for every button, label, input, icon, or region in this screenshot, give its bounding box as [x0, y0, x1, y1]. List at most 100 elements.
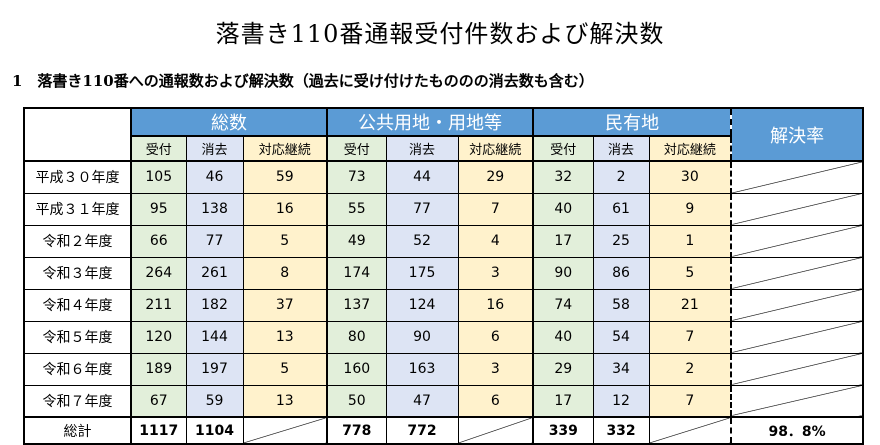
public-received: 49 — [326, 224, 387, 258]
total-ongoing: 13 — [242, 384, 329, 418]
rate-empty-cell — [730, 320, 865, 354]
row-label: 令和４年度 — [23, 288, 132, 322]
public-received: 80 — [326, 320, 387, 354]
public-received: 160 — [326, 352, 387, 386]
total-received: 95 — [130, 192, 187, 226]
private-ongoing: 7 — [648, 384, 732, 418]
private-total-erased: 332 — [592, 416, 650, 445]
row-label: 令和６年度 — [23, 352, 132, 386]
table-row: 令和２年度 66 77 5 49 52 4 17 25 1 — [23, 224, 865, 258]
row-label: 平成３０年度 — [23, 160, 132, 194]
public-ongoing: 3 — [457, 256, 535, 290]
private-ongoing: 21 — [648, 288, 732, 322]
page-title: 落書き110番通報受付件数および解決数 — [215, 20, 665, 48]
rate-empty-cell — [730, 256, 865, 290]
private-erased: 86 — [592, 256, 650, 290]
public-ongoing: 4 — [457, 224, 535, 258]
public-received: 73 — [326, 160, 387, 194]
total-erased: 46 — [185, 160, 244, 194]
total-ongoing: 5 — [242, 224, 329, 258]
public-ongoing: 7 — [457, 192, 535, 226]
row-label: 令和７年度 — [23, 384, 132, 418]
rate-empty-cell — [730, 352, 865, 386]
rate-empty-cell — [730, 192, 865, 226]
private-ongoing: 30 — [648, 160, 732, 194]
public-ongoing: 29 — [457, 160, 535, 194]
row-label: 令和３年度 — [23, 256, 132, 290]
private-received: 74 — [532, 288, 594, 322]
row-label: 令和５年度 — [23, 320, 132, 354]
corner-cell — [23, 107, 132, 162]
col-header-ongoing: 対応継続 — [457, 135, 535, 162]
private-erased: 54 — [592, 320, 650, 354]
rate-empty-cell — [730, 288, 865, 322]
public-erased: 77 — [385, 192, 459, 226]
group-header-public: 公共用地・用地等 — [326, 107, 535, 137]
group-header-rate: 解決率 — [730, 107, 865, 162]
table-row: 令和４年度 211 182 37 137 124 16 74 58 21 — [23, 288, 865, 322]
total-received: 264 — [130, 256, 187, 290]
table-row: 令和７年度 67 59 13 50 47 6 17 12 7 — [23, 384, 865, 418]
table-row: 令和６年度 189 197 5 160 163 3 29 34 2 — [23, 352, 865, 386]
public-ongoing: 6 — [457, 384, 535, 418]
resolution-rate: 98．8% — [730, 416, 865, 445]
private-ongoing: 5 — [648, 256, 732, 290]
public-total-received: 778 — [326, 416, 387, 445]
private-erased: 2 — [592, 160, 650, 194]
public-received: 137 — [326, 288, 387, 322]
col-header-received: 受付 — [532, 135, 594, 162]
public-erased: 52 — [385, 224, 459, 258]
col-header-erased: 消去 — [592, 135, 650, 162]
rate-empty-cell — [730, 160, 865, 194]
col-header-ongoing: 対応継続 — [648, 135, 732, 162]
total-erased: 261 — [185, 256, 244, 290]
total-ongoing: 37 — [242, 288, 329, 322]
total-received: 67 — [130, 384, 187, 418]
public-erased: 124 — [385, 288, 459, 322]
private-received: 29 — [532, 352, 594, 386]
public-erased: 163 — [385, 352, 459, 386]
table-row: 平成３０年度 105 46 59 73 44 29 32 2 30 — [23, 160, 865, 194]
total-received: 66 — [130, 224, 187, 258]
private-erased: 61 — [592, 192, 650, 226]
private-received: 90 — [532, 256, 594, 290]
public-erased: 90 — [385, 320, 459, 354]
total-row-label: 総計 — [23, 416, 132, 445]
private-erased: 58 — [592, 288, 650, 322]
total-erased: 77 — [185, 224, 244, 258]
total-received: 105 — [130, 160, 187, 194]
rate-empty-cell — [730, 224, 865, 258]
public-ongoing: 16 — [457, 288, 535, 322]
section-heading: 1 落書き110番への通報数および解決数（過去に受け付けたもののの消去数も含む） — [12, 72, 594, 90]
total-received: 211 — [130, 288, 187, 322]
public-received: 174 — [326, 256, 387, 290]
private-total-received: 339 — [532, 416, 594, 445]
total-erased: 138 — [185, 192, 244, 226]
total-row: 総計 1117 1104 778 772 339 332 98．8% — [23, 416, 865, 445]
table-row: 平成３１年度 95 138 16 55 77 7 40 61 9 — [23, 192, 865, 226]
report-table: 総数 公共用地・用地等 民有地 解決率 受付 消去 対応継続 受付 消去 対応継… — [23, 107, 865, 445]
group-header-private: 民有地 — [532, 107, 732, 137]
grand-total-received: 1117 — [130, 416, 187, 445]
private-received: 17 — [532, 224, 594, 258]
col-header-erased: 消去 — [185, 135, 244, 162]
public-ongoing: 6 — [457, 320, 535, 354]
public-received: 50 — [326, 384, 387, 418]
private-ongoing: 1 — [648, 224, 732, 258]
row-label: 平成３１年度 — [23, 192, 132, 226]
col-header-received: 受付 — [326, 135, 387, 162]
total-ongoing: 13 — [242, 320, 329, 354]
private-received: 32 — [532, 160, 594, 194]
group-header-total: 総数 — [130, 107, 329, 137]
total-ongoing: 8 — [242, 256, 329, 290]
total-erased: 59 — [185, 384, 244, 418]
public-erased: 47 — [385, 384, 459, 418]
private-ongoing: 7 — [648, 320, 732, 354]
public-received: 55 — [326, 192, 387, 226]
empty-cell — [242, 416, 329, 445]
empty-cell — [648, 416, 732, 445]
total-ongoing: 5 — [242, 352, 329, 386]
private-received: 40 — [532, 192, 594, 226]
total-ongoing: 16 — [242, 192, 329, 226]
total-erased: 144 — [185, 320, 244, 354]
